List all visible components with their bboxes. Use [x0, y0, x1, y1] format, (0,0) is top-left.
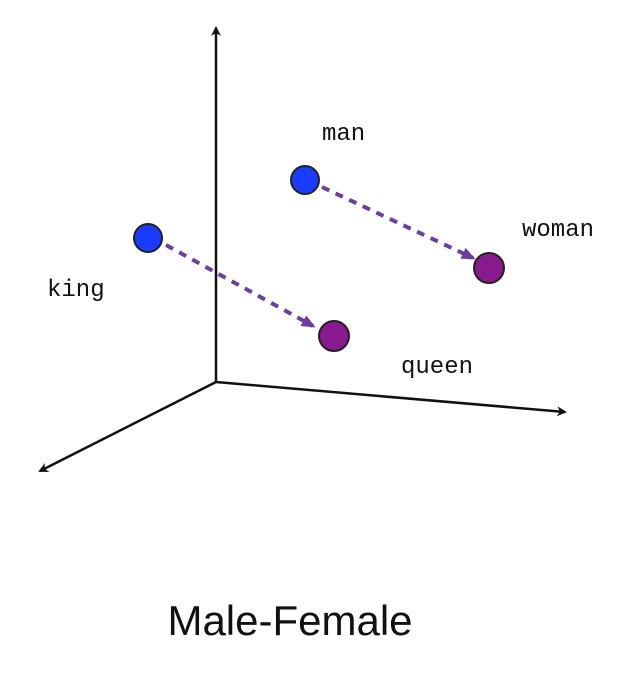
diagram-caption: Male-Female: [167, 597, 413, 644]
man-label: man: [322, 121, 365, 148]
king-point: [133, 223, 163, 253]
man-to-woman-arrow: [321, 185, 476, 260]
king-to-queen-arrow: [165, 243, 316, 328]
queen-label: queen: [401, 354, 473, 381]
horizontal-axis: [215, 380, 567, 417]
woman-label: woman: [522, 217, 594, 244]
man-point: [290, 165, 320, 195]
woman-point: [473, 252, 505, 284]
depth-axis: [38, 380, 217, 473]
queen-point: [318, 320, 350, 352]
king-label: king: [47, 277, 105, 304]
